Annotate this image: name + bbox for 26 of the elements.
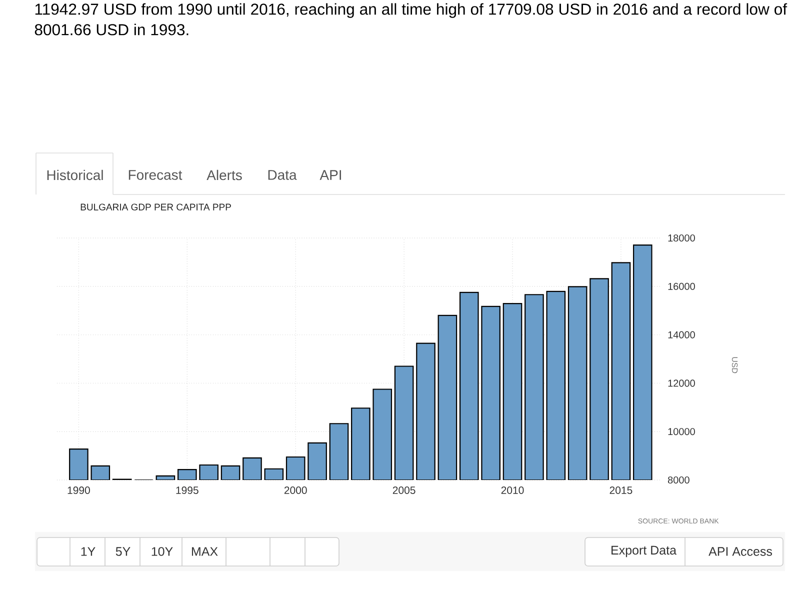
- text: Data: [268, 170, 297, 180]
- text: 5Y: [116, 547, 130, 556]
- x-tick-label: 2005: [392, 486, 416, 494]
- y-tick-label: 14000: [668, 331, 695, 338]
- x-tick-label: 2015: [610, 486, 632, 494]
- text: 10Y: [152, 547, 173, 556]
- y-axis-title: USD: [732, 357, 738, 374]
- text: Alerts: [206, 170, 242, 180]
- text: Historical: [47, 170, 103, 180]
- y-tick-label: 8000: [668, 476, 690, 484]
- chart-title: BULGARIA GDP PER CAPITA PPP: [80, 204, 231, 210]
- text: MAX: [192, 547, 218, 556]
- x-tick-label: 1995: [176, 486, 198, 494]
- text: API Access: [708, 547, 772, 556]
- x-tick-label: 1990: [68, 486, 90, 494]
- y-tick-label: 18000: [668, 234, 695, 242]
- text: Export Data: [612, 546, 676, 558]
- text: Forecast: [128, 170, 182, 180]
- x-tick-label: 2000: [284, 486, 307, 494]
- y-tick-label: 12000: [668, 380, 695, 387]
- y-tick-label: 16000: [668, 282, 695, 290]
- x-tick-label: 2010: [501, 486, 524, 494]
- text: API: [320, 170, 342, 180]
- text: 11942.97 USD from 1990 until 2016, reaching an all time high of 17709.08 USD in 2016 and a record low of 8001.66 USD in 1993.: [34, 3, 788, 36]
- text: 1Y: [81, 547, 96, 556]
- y-tick-label: 10000: [668, 428, 695, 436]
